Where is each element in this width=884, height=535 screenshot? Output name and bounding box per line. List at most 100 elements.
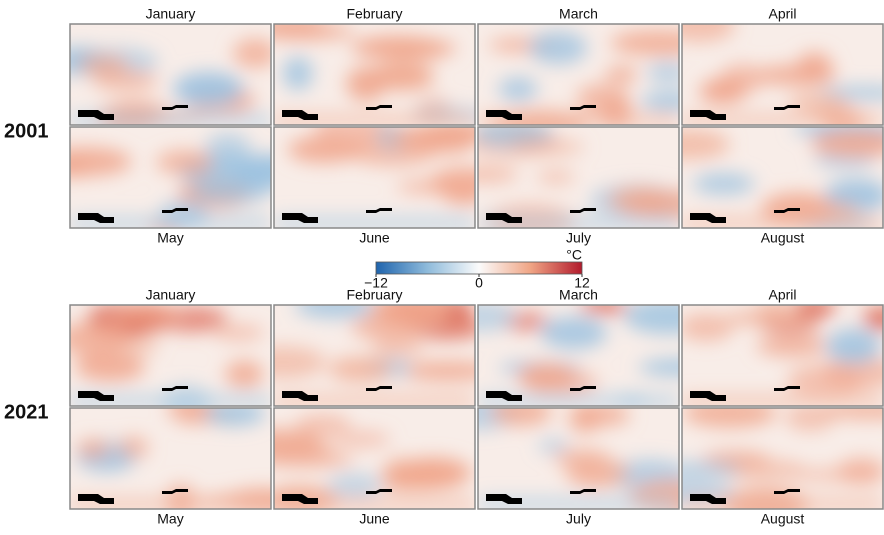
month-label: August xyxy=(761,511,805,527)
anomaly-blob xyxy=(294,305,377,318)
missing-data xyxy=(774,386,800,391)
anomaly-blob xyxy=(371,338,424,358)
panel-border xyxy=(273,407,476,510)
anomaly-blob xyxy=(785,408,836,432)
southern-band xyxy=(274,394,475,406)
panel-border xyxy=(477,304,680,407)
anomaly-blob xyxy=(327,473,383,499)
anomaly-blob xyxy=(490,408,552,427)
southern-band xyxy=(70,216,271,228)
missing-data xyxy=(282,110,318,120)
anomaly-field xyxy=(682,305,883,406)
southern-band xyxy=(478,497,679,509)
map-panel xyxy=(682,305,883,406)
anomaly-blob xyxy=(328,356,394,382)
anomaly-blob xyxy=(682,24,736,43)
southern-band xyxy=(478,394,679,406)
anomaly-blob xyxy=(540,316,608,349)
anomaly-blob xyxy=(190,178,271,204)
anomaly-blob xyxy=(811,129,883,158)
colorbar-tick-label: 12 xyxy=(574,275,590,291)
anomaly-blob xyxy=(610,30,679,56)
anomaly-blob xyxy=(682,313,734,342)
anomaly-blob xyxy=(579,305,630,313)
map-panel xyxy=(682,127,883,228)
anomaly-field xyxy=(682,127,883,228)
panel-border xyxy=(477,126,680,229)
month-label: April xyxy=(768,287,796,303)
month-label: January xyxy=(146,287,196,303)
southern-band xyxy=(478,113,679,125)
missing-data xyxy=(690,391,726,401)
panel-border xyxy=(477,23,680,126)
month-label: June xyxy=(359,511,390,527)
map-panel xyxy=(682,24,883,125)
missing-data xyxy=(78,494,114,504)
map-panel xyxy=(478,408,679,509)
month-label: July xyxy=(566,230,591,246)
panel-border xyxy=(273,304,476,407)
anomaly-blob xyxy=(204,132,252,164)
map-panel xyxy=(274,127,475,228)
month-label: January xyxy=(146,6,196,22)
anomaly-blob xyxy=(638,359,679,376)
map-panel xyxy=(682,408,883,509)
missing-data xyxy=(366,208,392,213)
anomaly-blob xyxy=(108,305,183,326)
anomaly-blob xyxy=(120,337,160,354)
anomaly-blob xyxy=(213,325,265,341)
month-label: April xyxy=(768,6,796,22)
missing-data xyxy=(690,494,726,504)
southern-band xyxy=(682,394,883,406)
anomaly-field xyxy=(682,24,883,125)
anomaly-blob xyxy=(692,173,755,195)
anomaly-field xyxy=(70,408,271,509)
anomaly-blob xyxy=(78,54,129,76)
anomaly-blob xyxy=(576,83,630,113)
anomaly-blob xyxy=(703,77,746,92)
anomaly-blob xyxy=(825,328,881,364)
missing-data xyxy=(162,105,188,110)
anomaly-blob xyxy=(282,56,313,91)
panel-border xyxy=(681,407,884,510)
anomaly-blob xyxy=(564,458,630,488)
southern-band xyxy=(274,497,475,509)
missing-data xyxy=(162,208,188,213)
anomaly-blob xyxy=(575,408,631,427)
anomaly-field xyxy=(274,305,475,406)
missing-data xyxy=(282,494,318,504)
month-label: July xyxy=(566,511,591,527)
anomaly-field xyxy=(274,24,475,125)
anomaly-blob xyxy=(225,360,264,388)
anomaly-blob xyxy=(796,52,833,83)
anomaly-blob xyxy=(173,72,244,106)
anomaly-blob xyxy=(788,91,847,114)
panel-border xyxy=(273,23,476,126)
anomaly-blob xyxy=(682,462,742,478)
month-label: March xyxy=(559,6,598,22)
missing-data xyxy=(366,386,392,391)
anomaly-blob xyxy=(640,92,679,111)
panel-border xyxy=(681,126,884,229)
map-panel xyxy=(274,305,475,406)
anomaly-blob xyxy=(287,135,362,164)
missing-data xyxy=(486,494,522,504)
missing-data xyxy=(78,213,114,223)
map-panel xyxy=(70,24,271,125)
month-label: March xyxy=(559,287,598,303)
anomaly-blob xyxy=(274,428,324,457)
anomaly-blob xyxy=(716,459,806,480)
map-panel xyxy=(70,305,271,406)
anomaly-blob xyxy=(394,457,472,489)
missing-data xyxy=(774,489,800,494)
anomaly-blob xyxy=(333,430,391,448)
missing-data xyxy=(486,391,522,401)
map-panel xyxy=(478,305,679,406)
anomaly-field xyxy=(682,408,883,509)
missing-data xyxy=(570,105,596,110)
panel-border xyxy=(69,407,272,510)
anomaly-blob xyxy=(623,305,679,335)
colorbar-tick-label: 0 xyxy=(475,275,483,291)
southern-band xyxy=(682,113,883,125)
